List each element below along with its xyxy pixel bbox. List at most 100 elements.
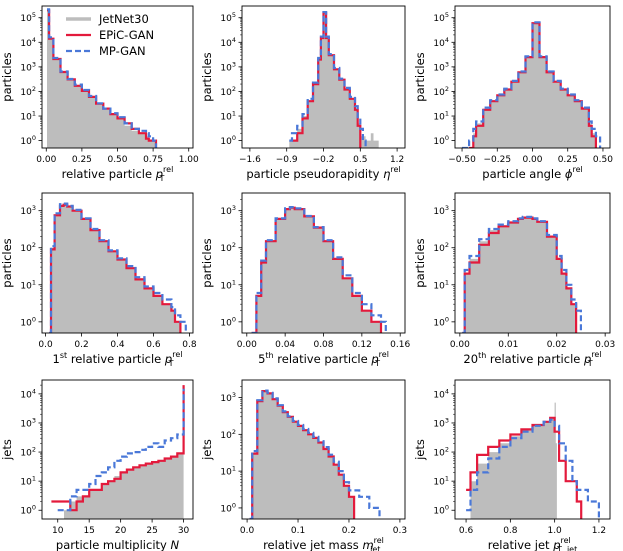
- y-tick-label: 104: [20, 36, 36, 49]
- x-tick-label: −1.6: [239, 155, 261, 165]
- y-tick-label: 105: [20, 11, 36, 24]
- x-tick-label: 1.2: [390, 155, 404, 165]
- y-tick-label: 100: [20, 134, 36, 147]
- y-tick-label: 102: [20, 446, 36, 459]
- x-tick-label: 0.2: [74, 340, 88, 350]
- panel-4: 0.0 0.2 0.4 0.6 0.8 100 101 102 103 particles 1st …: [0, 192, 197, 368]
- y-axis-label: particles: [200, 52, 214, 101]
- series-epic-gan: [466, 416, 583, 519]
- x-axis-label: particle angle ϕrel: [482, 165, 582, 181]
- x-tick-label: 1.00: [179, 155, 199, 165]
- x-tick-label: 0.8: [503, 526, 518, 536]
- axes-frame: [241, 379, 406, 520]
- y-tick-label: 103: [220, 60, 236, 73]
- y-tick-label: 103: [433, 416, 449, 429]
- y-tick-label: 101: [20, 110, 36, 123]
- y-axis-label: particles: [413, 52, 427, 101]
- x-tick-label: 15: [83, 526, 94, 536]
- legend: JetNet30 EPiC-GAN MP-GAN: [66, 12, 154, 58]
- y-tick-label: 101: [220, 278, 236, 291]
- series-jetnet30: [51, 385, 184, 519]
- series-epic-gan: [51, 385, 185, 512]
- y-tick-label: 100: [20, 315, 36, 328]
- y-tick-label: 102: [433, 446, 449, 459]
- series-epic-gan: [462, 216, 578, 333]
- panel-6: 0.00 0.01 0.02 0.03 100 101 102 103 particles 20t…: [413, 192, 615, 368]
- legend-label: EPiC-GAN: [99, 28, 154, 42]
- x-tick-label: 0.25: [558, 155, 578, 165]
- x-tick-label: 25: [146, 526, 157, 536]
- x-tick-label: 0.6: [146, 340, 161, 350]
- x-tick-label: 0.25: [72, 155, 92, 165]
- y-tick-label: 103: [20, 204, 36, 217]
- axes-frame: [454, 192, 611, 334]
- x-tick-label: 0.04: [275, 340, 295, 350]
- x-tick-label: 0.02: [547, 340, 567, 350]
- y-tick-label: 102: [220, 241, 236, 254]
- y-tick-label: 102: [433, 85, 449, 98]
- x-tick-label: 0.03: [595, 340, 615, 350]
- y-axis-label: jets: [413, 439, 427, 461]
- x-tick-label: 0.4: [110, 340, 125, 350]
- x-tick-label: 1.2: [592, 526, 606, 536]
- x-tick-label: 0.50: [593, 155, 613, 165]
- series-jetnet30: [281, 13, 379, 148]
- series-jetnet30: [462, 217, 577, 333]
- axes-frame: [454, 379, 611, 520]
- x-axis-label: 5th relative particle prel T: [258, 350, 389, 368]
- y-tick-label: 101: [433, 110, 449, 123]
- x-axis-label: 20th relative particle prel T: [463, 350, 601, 368]
- y-tick-label: 101: [20, 278, 36, 291]
- x-tick-label: 0.00: [36, 155, 56, 165]
- legend-label: JetNet30: [98, 12, 149, 26]
- y-tick-label: 101: [20, 475, 36, 488]
- x-axis-label: 1st relative particle prel T: [53, 350, 183, 368]
- y-tick-label: 103: [220, 391, 236, 404]
- x-tick-label: 0.00: [450, 340, 470, 350]
- y-axis-label: particles: [0, 52, 14, 101]
- x-tick-label: 0.01: [498, 340, 518, 350]
- series-jetnet30: [49, 204, 181, 333]
- x-tick-label: 0.50: [107, 155, 127, 165]
- y-axis-label: jets: [200, 439, 214, 461]
- x-tick-label: 0.8: [182, 340, 197, 350]
- series-jetnet30: [249, 391, 355, 519]
- x-axis-label: relative jet prel T, jet: [488, 536, 578, 551]
- x-tick-label: 0.12: [352, 340, 372, 350]
- y-tick-label: 102: [20, 85, 36, 98]
- x-tick-label: 0.0: [38, 340, 53, 350]
- y-tick-label: 103: [220, 204, 236, 217]
- panel-5: 0.00 0.04 0.08 0.12 0.16 100 101 102 103 particle…: [200, 192, 410, 368]
- x-axis-label: particle multiplicity N: [56, 538, 180, 551]
- x-tick-label: −0.2: [313, 155, 335, 165]
- series-mp-gan: [47, 8, 158, 148]
- y-tick-label: 102: [220, 428, 236, 441]
- x-tick-label: 0.3: [393, 526, 407, 536]
- series-mp-gan: [462, 215, 582, 333]
- y-tick-label: 100: [220, 501, 236, 514]
- x-tick-label: 1.0: [547, 526, 562, 536]
- series-jetnet30: [251, 207, 386, 333]
- y-tick-label: 100: [433, 504, 449, 517]
- y-tick-label: 104: [20, 387, 36, 400]
- y-tick-label: 104: [220, 36, 236, 49]
- y-tick-label: 104: [433, 387, 449, 400]
- panel-3: −0.50 −0.25 0.00 0.25 0.50 100 101 102 103 104 105…: [413, 5, 613, 181]
- axes-frame: [41, 379, 194, 520]
- x-tick-label: 0.0: [240, 526, 255, 536]
- x-tick-label: −0.50: [448, 155, 476, 165]
- y-tick-label: 101: [433, 278, 449, 291]
- y-tick-label: 102: [20, 241, 36, 254]
- x-tick-label: 0.6: [459, 526, 474, 536]
- y-axis-label: particles: [413, 238, 427, 287]
- x-tick-label: 0.08: [313, 340, 333, 350]
- x-tick-label: 0.1: [291, 526, 305, 536]
- series-jetnet30: [469, 23, 596, 148]
- panel-1: 0.00 0.25 0.50 0.75 1.00 100 101 102 103 104 105 pa…: [0, 5, 199, 183]
- x-tick-label: 0.00: [522, 155, 542, 165]
- y-tick-label: 102: [220, 85, 236, 98]
- x-tick-label: −0.25: [483, 155, 511, 165]
- x-axis-label: relative jet mass mrel jet: [263, 536, 384, 551]
- series-mp-gan: [289, 11, 367, 148]
- panel-2: −1.6 −0.9 −0.2 0.5 1.2 100 101 102 103 104 105 part…: [200, 5, 406, 181]
